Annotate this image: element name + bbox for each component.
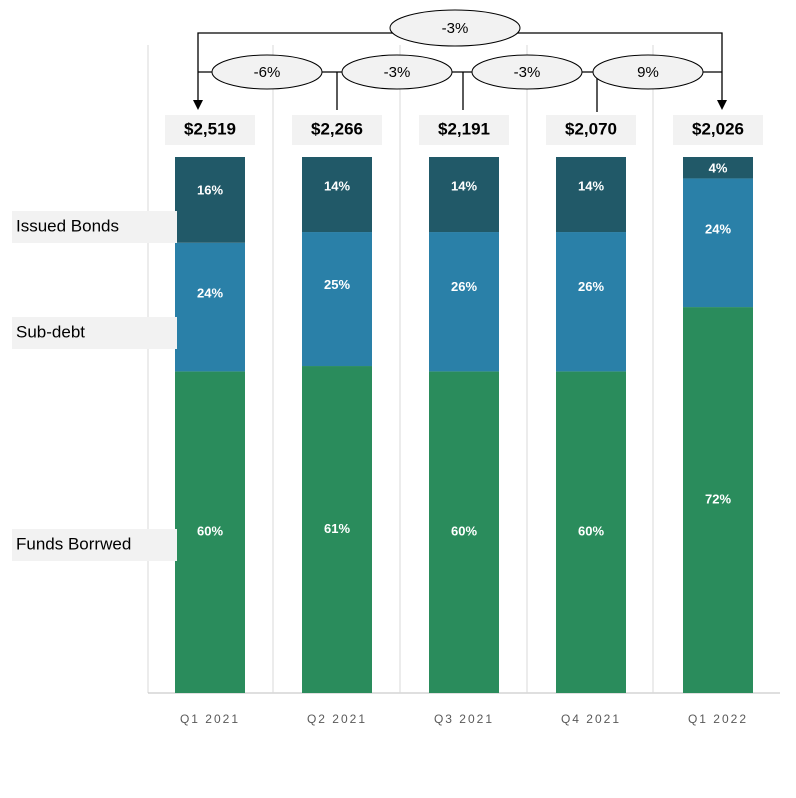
x-tick-label: Q4 2021 (561, 712, 621, 726)
total-label: $2,519 (184, 119, 236, 138)
value-label: 14% (578, 178, 604, 193)
value-label: 14% (324, 178, 350, 193)
legend-label: Issued Bonds (16, 216, 119, 235)
bar-segment (302, 157, 372, 233)
arrow-head (193, 100, 203, 110)
value-label: 14% (451, 178, 477, 193)
value-label: 72% (705, 491, 731, 506)
bar-segment (683, 157, 753, 179)
bar-segment (429, 232, 499, 372)
change-label: -6% (254, 64, 281, 81)
total-label: $2,191 (438, 119, 490, 138)
total-label: $2,070 (565, 119, 617, 138)
overall-change-ellipse (389, 9, 521, 47)
bar-segment (556, 157, 626, 233)
total-box (292, 115, 382, 145)
change-label: -3% (384, 64, 411, 81)
legend-box (12, 529, 177, 561)
legend-box (12, 211, 177, 243)
x-tick-label: Q1 2021 (180, 712, 240, 726)
legend-label: Sub-debt (16, 322, 85, 341)
total-label: $2,266 (311, 119, 363, 138)
total-box (419, 115, 509, 145)
value-label: 60% (451, 524, 477, 539)
overall-change-label: -3% (442, 20, 469, 37)
value-label: 24% (197, 286, 223, 301)
value-label: 60% (197, 524, 223, 539)
value-label: 61% (324, 521, 350, 536)
value-label: 16% (197, 183, 223, 198)
bar-segment (302, 232, 372, 367)
change-ellipse (341, 54, 453, 90)
bar-segment (302, 366, 372, 693)
legend-label: Funds Borrwed (16, 534, 131, 553)
value-label: 26% (451, 279, 477, 294)
x-tick-label: Q3 2021 (434, 712, 494, 726)
value-label: 25% (324, 277, 350, 292)
bar-segment (429, 157, 499, 233)
total-box (165, 115, 255, 145)
change-ellipse (471, 54, 583, 90)
arrow-head (717, 100, 727, 110)
total-box (673, 115, 763, 145)
bar-segment (175, 157, 245, 243)
change-ellipse (211, 54, 323, 90)
bar-segment (175, 242, 245, 372)
value-label: 24% (705, 221, 731, 236)
bar-segment (683, 307, 753, 693)
bar-segment (429, 371, 499, 693)
change-label: -3% (514, 64, 541, 81)
value-label: 4% (709, 160, 728, 175)
bar-segment (556, 371, 626, 693)
legend-box (12, 317, 177, 349)
x-tick-label: Q1 2022 (688, 712, 748, 726)
bar-segment (556, 232, 626, 372)
bar-segment (175, 371, 245, 693)
x-tick-label: Q2 2021 (307, 712, 367, 726)
change-label: 9% (637, 64, 659, 81)
total-label: $2,026 (692, 119, 744, 138)
total-box (546, 115, 636, 145)
value-label: 26% (578, 279, 604, 294)
bar-segment (683, 178, 753, 308)
value-label: 60% (578, 524, 604, 539)
change-ellipse (592, 54, 704, 90)
